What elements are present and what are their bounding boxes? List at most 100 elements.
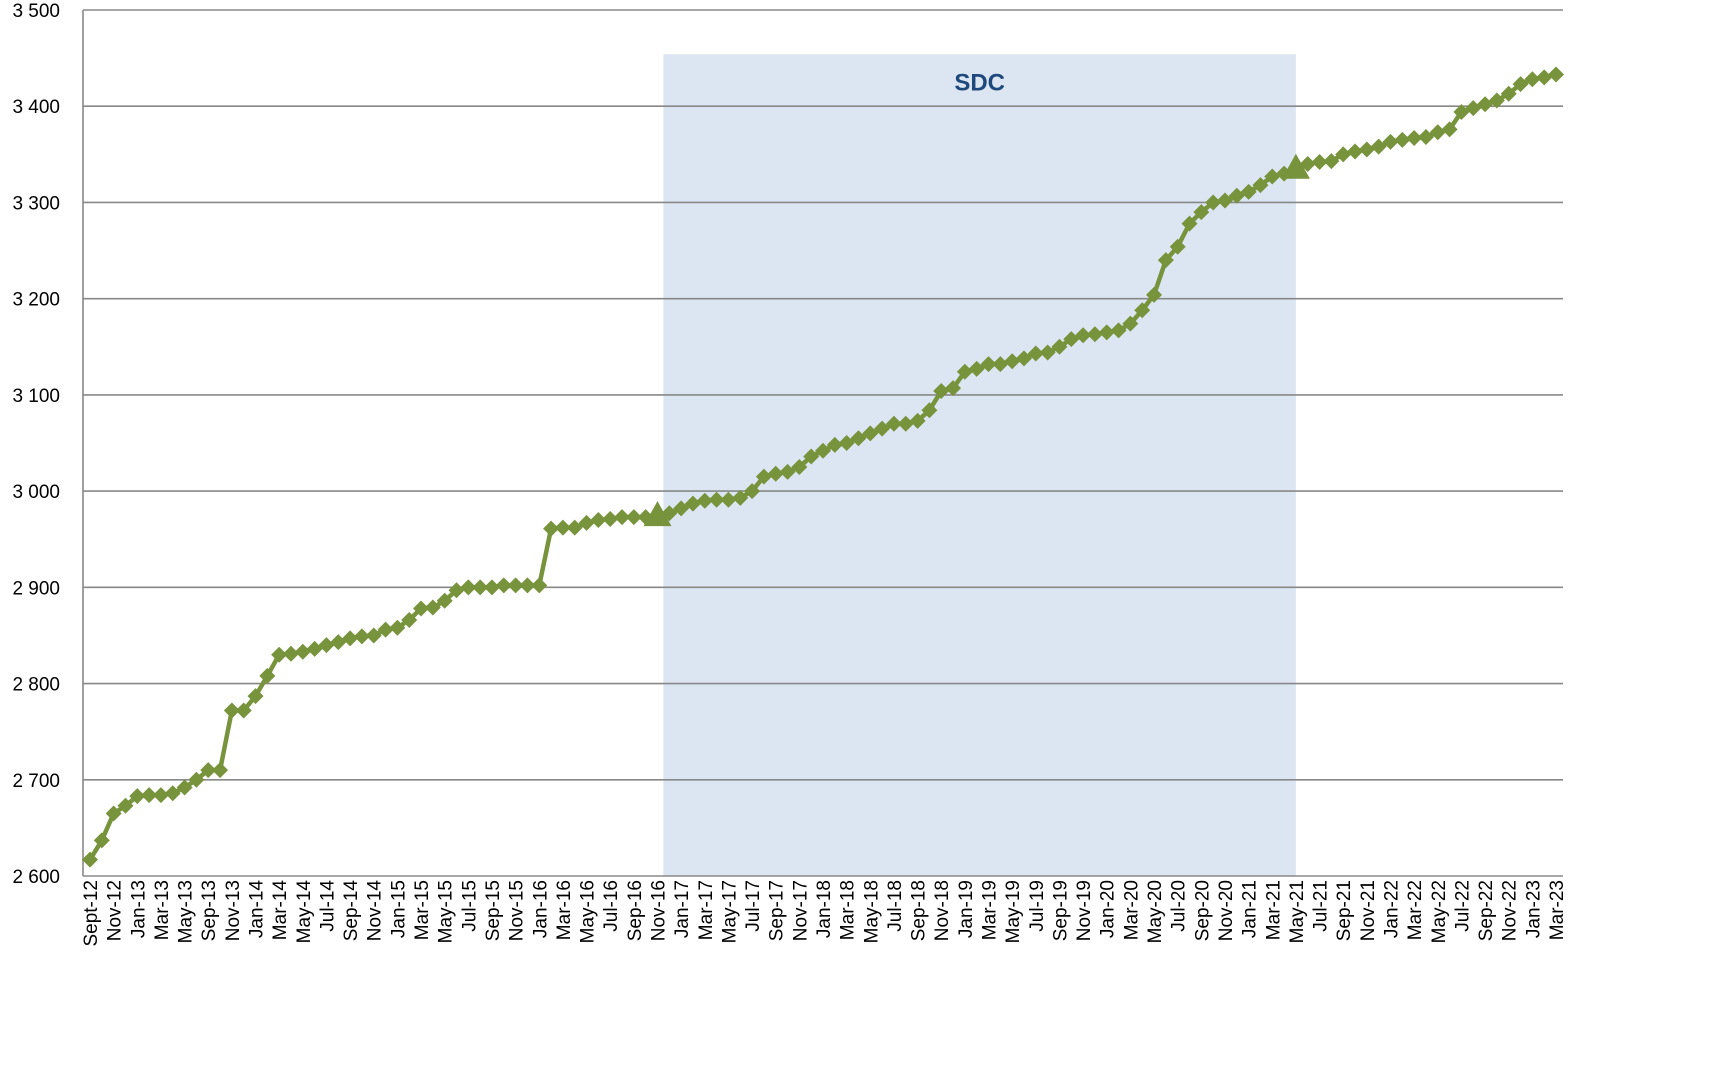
diamond-marker bbox=[755, 468, 772, 485]
diamond-marker bbox=[448, 582, 465, 599]
diamond-marker bbox=[531, 577, 548, 594]
diamond-marker bbox=[1240, 183, 1257, 200]
diamond-marker bbox=[684, 495, 701, 512]
diamond-marker bbox=[803, 448, 820, 465]
x-tick-label: May-13 bbox=[176, 880, 197, 943]
y-tick-label: 3 000 bbox=[12, 482, 60, 503]
x-tick-label: Jul-19 bbox=[1027, 880, 1048, 932]
diamond-marker bbox=[365, 627, 382, 644]
diamond-marker bbox=[152, 787, 169, 804]
x-tick-label: Nov-17 bbox=[790, 880, 811, 941]
x-tick-label: Jan-15 bbox=[388, 880, 409, 938]
diamond-marker bbox=[1347, 143, 1364, 160]
x-tick-label: Nov-20 bbox=[1216, 880, 1237, 941]
diamond-marker bbox=[1536, 69, 1553, 86]
diamond-marker bbox=[554, 519, 571, 536]
x-tick-label: Nov-19 bbox=[1074, 880, 1095, 941]
diamond-marker bbox=[507, 577, 524, 594]
diamond-marker bbox=[1299, 155, 1316, 172]
x-tick-label: May-17 bbox=[719, 880, 740, 943]
y-tick-label: 3 200 bbox=[12, 290, 60, 311]
x-tick-label: Jan-13 bbox=[128, 880, 149, 938]
x-tick-label: Sept-12 bbox=[81, 880, 102, 947]
y-tick-label: 3 100 bbox=[12, 386, 60, 407]
diamond-marker bbox=[850, 430, 867, 447]
x-tick-label: Mar-19 bbox=[980, 880, 1001, 940]
x-tick-label: Nov-18 bbox=[932, 880, 953, 941]
diamond-marker bbox=[921, 402, 938, 419]
diamond-marker bbox=[1311, 154, 1328, 171]
diamond-marker bbox=[353, 628, 370, 645]
diamond-marker bbox=[1205, 194, 1222, 211]
x-tick-label: Mar-20 bbox=[1121, 880, 1142, 940]
x-tick-label: May-14 bbox=[294, 880, 315, 944]
x-tick-label: Sep-22 bbox=[1476, 880, 1497, 941]
diamond-marker bbox=[1193, 204, 1210, 221]
diamond-marker bbox=[1429, 124, 1446, 141]
diamond-marker bbox=[1335, 146, 1352, 163]
diamond-marker bbox=[791, 459, 808, 476]
diamond-marker bbox=[673, 500, 690, 517]
x-tick-label: Mar-23 bbox=[1547, 880, 1568, 940]
diamond-marker bbox=[826, 436, 843, 453]
x-tick-label: Mar-17 bbox=[696, 880, 717, 940]
diamond-marker bbox=[1157, 252, 1174, 269]
x-tick-label: Nov-13 bbox=[223, 880, 244, 941]
diamond-marker bbox=[1169, 238, 1186, 255]
diamond-marker bbox=[271, 646, 288, 663]
x-tick-label: Mar-13 bbox=[152, 880, 173, 940]
diamond-marker bbox=[164, 785, 181, 802]
diamond-marker bbox=[992, 356, 1009, 373]
diamond-marker bbox=[1051, 338, 1068, 355]
diamond-marker bbox=[472, 579, 489, 596]
x-tick-label: Nov-15 bbox=[507, 880, 528, 941]
diamond-marker bbox=[1110, 322, 1127, 339]
x-tick-label: Jan-22 bbox=[1381, 880, 1402, 938]
y-tick-label: 2 800 bbox=[12, 675, 60, 696]
diamond-marker bbox=[93, 832, 110, 849]
diamond-marker bbox=[1146, 286, 1163, 303]
y-tick-label: 3 500 bbox=[12, 1, 60, 22]
diamond-marker bbox=[625, 509, 642, 526]
diamond-marker bbox=[342, 630, 359, 647]
diamond-marker bbox=[945, 380, 962, 397]
diamond-marker bbox=[732, 489, 749, 506]
diamond-marker bbox=[188, 771, 205, 788]
diamond-marker bbox=[212, 762, 229, 779]
diamond-marker bbox=[117, 797, 134, 814]
diamond-marker bbox=[223, 702, 240, 719]
diamond-marker bbox=[543, 520, 560, 537]
diamond-marker bbox=[1358, 141, 1375, 158]
x-tick-label: May-20 bbox=[1145, 880, 1166, 943]
x-tick-label: Jul-21 bbox=[1311, 880, 1332, 932]
diamond-marker bbox=[1216, 192, 1233, 209]
x-tick-label: Jul-14 bbox=[317, 880, 338, 932]
x-tick-label: Jan-20 bbox=[1098, 880, 1119, 938]
x-tick-label: Sep-13 bbox=[199, 880, 220, 941]
x-tick-label: May-21 bbox=[1287, 880, 1308, 943]
diamond-marker bbox=[495, 577, 512, 594]
triangle-marker bbox=[643, 501, 672, 527]
diamond-marker bbox=[578, 514, 595, 531]
x-tick-label: Sep-17 bbox=[767, 880, 788, 941]
x-tick-label: Sep-20 bbox=[1192, 880, 1213, 941]
x-tick-label: Mar-18 bbox=[838, 880, 859, 940]
diamond-marker bbox=[141, 787, 158, 804]
diamond-marker bbox=[933, 383, 950, 400]
diamond-marker bbox=[744, 483, 761, 500]
diamond-marker bbox=[176, 779, 193, 796]
diamond-marker bbox=[590, 511, 607, 528]
highlight-band bbox=[663, 54, 1296, 877]
x-tick-label: Sep-15 bbox=[483, 880, 504, 941]
diamond-marker bbox=[1406, 129, 1423, 146]
x-tick-label: May-19 bbox=[1003, 880, 1024, 943]
diamond-marker bbox=[389, 619, 406, 636]
x-tick-label: May-18 bbox=[861, 880, 882, 943]
diamond-marker bbox=[401, 612, 418, 629]
diamond-marker bbox=[1264, 168, 1281, 185]
diamond-marker bbox=[602, 511, 619, 528]
x-tick-label: Jul-22 bbox=[1452, 880, 1473, 932]
x-tick-label: Jan-18 bbox=[814, 880, 835, 938]
